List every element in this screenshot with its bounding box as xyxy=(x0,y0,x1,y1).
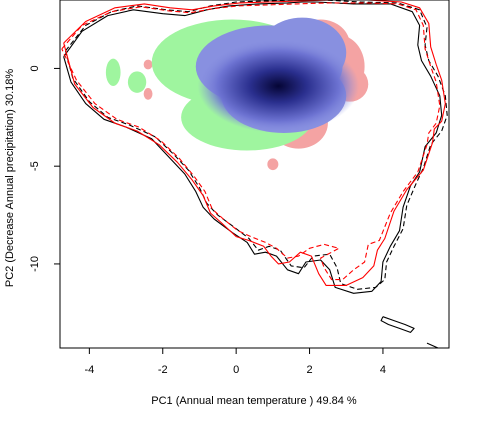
y-tick-label: -10 xyxy=(29,256,41,272)
range-line-red-dashed-3 xyxy=(61,2,441,281)
range-line-red-solid-2 xyxy=(63,0,446,286)
x-tick-label: 4 xyxy=(380,364,386,376)
overlap-density-core xyxy=(197,39,360,133)
y-axis: 0 -5 -10 xyxy=(29,65,60,272)
niche-b-only-region xyxy=(143,59,153,70)
y-axis-title: PC2 (Decrease Annual precipitation) 30.1… xyxy=(4,69,16,288)
y-tick-label: -5 xyxy=(29,161,41,171)
niche-b-only-region xyxy=(267,158,279,171)
x-tick-label: 0 xyxy=(233,364,239,376)
x-tick-label: -4 xyxy=(84,364,94,376)
x-axis: -4 -2 0 2 4 xyxy=(84,348,386,376)
y-tick-label: 0 xyxy=(29,65,41,71)
density-layer xyxy=(105,17,369,171)
x-tick-label: -2 xyxy=(158,364,168,376)
range-line-black-solid-4 xyxy=(380,316,415,333)
niche-a-only-region xyxy=(127,71,147,93)
x-tick-label: 2 xyxy=(306,364,312,376)
plot-frame xyxy=(59,0,450,349)
range-line-black-solid-0 xyxy=(63,1,443,294)
niche-b-only-region xyxy=(143,87,153,100)
niche-a-only-region xyxy=(105,58,121,87)
x-axis-title: PC1 (Annual mean temperature ) 49.84 % xyxy=(151,395,357,407)
range-line-black-solid-5 xyxy=(426,342,439,348)
range-lines-layer xyxy=(61,0,448,348)
